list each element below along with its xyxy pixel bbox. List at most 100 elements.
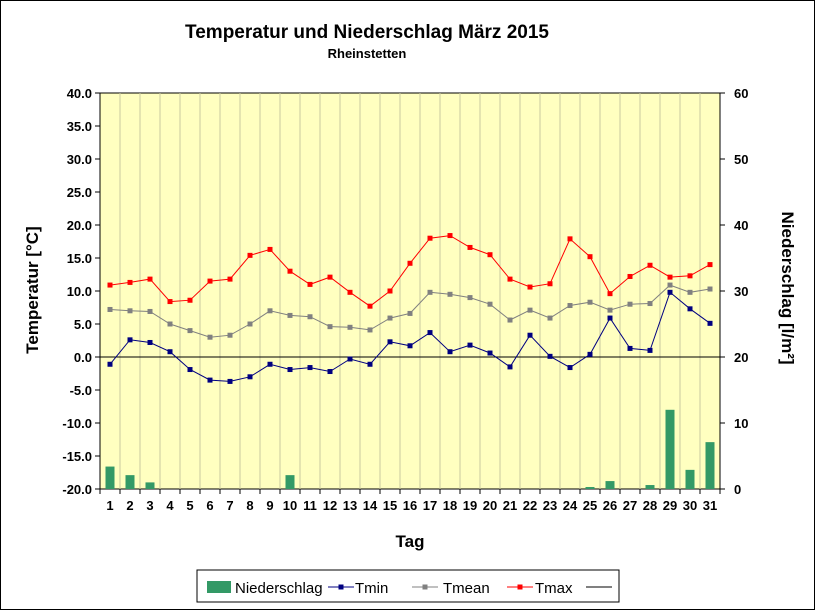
tmax-point — [447, 233, 453, 239]
left-tick-label: 25.0 — [67, 185, 92, 200]
tmin-point — [147, 339, 153, 345]
x-tick-label: 4 — [166, 498, 174, 513]
legend-label: Niederschlag — [235, 580, 323, 597]
x-tick-label: 16 — [403, 498, 417, 513]
tmean-point — [667, 282, 673, 288]
x-tick-label: 30 — [683, 498, 697, 513]
grid-lines — [119, 93, 701, 489]
tmax-point — [267, 246, 273, 252]
tmin-point — [467, 342, 473, 348]
tmax-point — [427, 235, 433, 241]
tmax-point — [567, 236, 573, 242]
tmean-point — [167, 321, 173, 327]
x-tick-label: 21 — [503, 498, 517, 513]
tmean-point — [547, 315, 553, 321]
tmin-point — [707, 320, 713, 326]
tmin-point — [527, 332, 533, 338]
left-tick-label: -15.0 — [62, 449, 92, 464]
tmin-point — [127, 337, 133, 343]
plot-area — [99, 92, 721, 490]
right-tick-label: 30 — [734, 284, 748, 299]
tmin-point — [507, 364, 513, 370]
tmean-point — [147, 308, 153, 314]
legend — [196, 569, 620, 603]
tmean-point — [207, 334, 213, 340]
tmin-point — [347, 356, 353, 362]
precipitation-bar — [605, 481, 615, 489]
x-tick-label: 10 — [283, 498, 297, 513]
x-tick-label: 27 — [623, 498, 637, 513]
tmax-point — [227, 276, 233, 282]
legend-marker-tmin — [338, 584, 344, 590]
tmean-point — [107, 306, 113, 312]
left-tick-label: 10.0 — [67, 284, 92, 299]
precipitation-bar — [705, 442, 715, 489]
tmean-point — [627, 301, 633, 307]
x-tick-label: 25 — [583, 498, 597, 513]
legend-items: Niederschlag Tmin Tmean Tmax — [207, 580, 612, 597]
x-tick-label: 11 — [303, 498, 317, 513]
chart-title: Temperatur und Niederschlag März 2015 — [185, 22, 549, 43]
tmin-point — [267, 361, 273, 367]
x-axis-ticks: 1 2 3 4 5 6 7 8 9 10 11 12 13 14 15 16 17 18 19 20 21 22 23 24 2… — [99, 489, 721, 513]
tmin-point — [367, 361, 373, 367]
tmean-point — [287, 312, 293, 318]
tmin-point — [387, 339, 393, 345]
precipitation-bars — [105, 409, 715, 489]
x-tick-label: 14 — [363, 498, 378, 513]
tmin-point — [247, 374, 253, 380]
tmean-point — [327, 324, 333, 330]
precipitation-bar — [125, 475, 135, 489]
x-tick-label: 17 — [423, 498, 437, 513]
tmin-point — [667, 289, 673, 295]
left-tick-label: 15.0 — [67, 251, 92, 266]
precipitation-bar — [145, 482, 155, 489]
tmax-point — [387, 288, 393, 294]
tmean-point — [407, 310, 413, 316]
tmax-point — [407, 260, 413, 266]
tmean-point — [687, 289, 693, 295]
tmin-point — [427, 330, 433, 336]
left-tick-label: -20.0 — [62, 482, 92, 497]
precipitation-bar — [285, 475, 295, 489]
right-tick-label: 40 — [734, 218, 748, 233]
tmax-point — [587, 254, 593, 260]
tmean-point — [487, 301, 493, 307]
x-tick-label: 2 — [126, 498, 133, 513]
tmean-point — [347, 324, 353, 330]
left-tick-label: 35.0 — [67, 119, 92, 134]
tmax-point — [207, 278, 213, 284]
precipitation-bar — [585, 487, 595, 489]
legend-label: Tmin — [355, 580, 388, 597]
tmin-point — [687, 306, 693, 312]
tmin-point — [627, 345, 633, 351]
tmean-point — [467, 295, 473, 301]
x-tick-label: 24 — [563, 498, 578, 513]
tmax-point — [507, 276, 513, 282]
x-tick-label: 6 — [206, 498, 213, 513]
x-tick-label: 12 — [323, 498, 337, 513]
chart-subtitle: Rheinstetten — [328, 46, 407, 61]
tmean-point — [607, 307, 613, 313]
x-tick-label: 19 — [463, 498, 477, 513]
legend-marker-tmean — [422, 584, 428, 590]
legend-swatch-niederschlag — [207, 581, 231, 593]
tmax-point — [127, 279, 133, 285]
right-tick-label: 50 — [734, 152, 748, 167]
left-tick-label: 20.0 — [67, 218, 92, 233]
tmax-point — [487, 252, 493, 258]
tmax-point — [607, 291, 613, 297]
tmean-point — [127, 308, 133, 314]
tmean-point — [387, 315, 393, 321]
tmin-point — [207, 377, 213, 383]
tmax-point — [647, 262, 653, 268]
tmin-point — [547, 353, 553, 359]
right-axis-ticks: 60 50 40 30 20 10 0 — [720, 86, 748, 497]
x-tick-label: 29 — [663, 498, 677, 513]
temperature-points — [107, 233, 713, 384]
precipitation-bar — [685, 469, 695, 489]
x-tick-label: 18 — [443, 498, 457, 513]
tmax-point — [667, 274, 673, 280]
tmax-point — [627, 273, 633, 279]
tmin-point — [187, 367, 193, 373]
